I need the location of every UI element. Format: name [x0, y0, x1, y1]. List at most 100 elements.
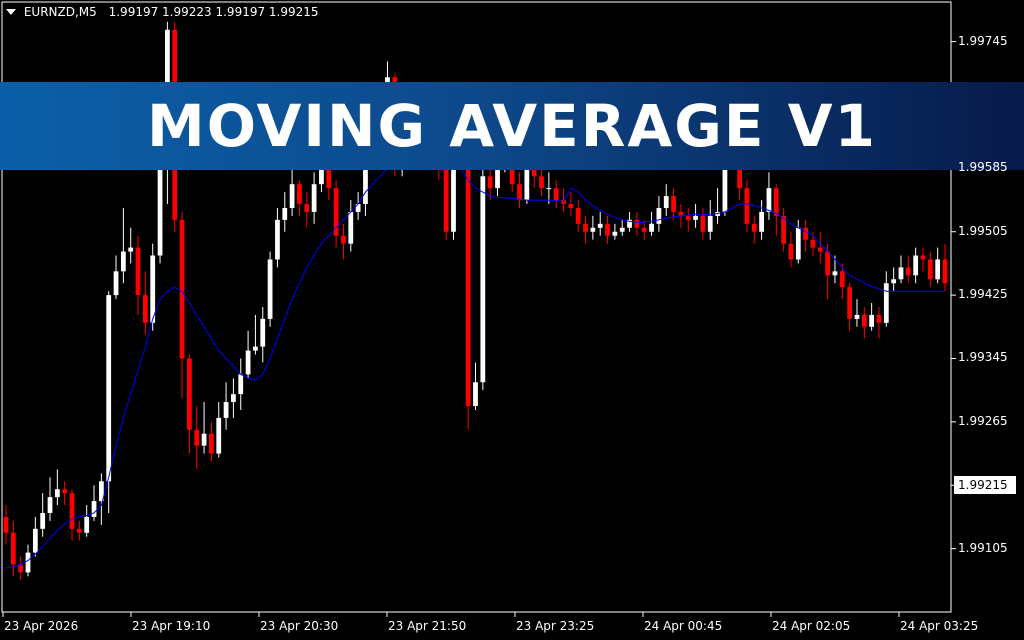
candle-body [685, 215, 691, 220]
time-tick-label: 23 Apr 19:10 [132, 619, 211, 633]
candle [847, 283, 853, 331]
candle [715, 188, 720, 224]
candle-body [443, 168, 449, 232]
candle [795, 219, 801, 264]
candle-body [333, 188, 339, 236]
candle-body [883, 283, 889, 323]
candle [700, 207, 706, 240]
time-tick-label: 23 Apr 2026 [4, 619, 79, 633]
candle-body [847, 287, 853, 319]
candle-body [47, 497, 53, 513]
candle [641, 219, 647, 240]
candle [634, 211, 640, 236]
candle [91, 485, 97, 521]
candle-body [612, 231, 618, 236]
candle-body [18, 564, 24, 573]
candle [781, 207, 786, 252]
candle [275, 207, 280, 268]
candle-body [693, 215, 698, 220]
candle-body [641, 227, 647, 232]
candle-body [891, 279, 897, 284]
candle [106, 291, 112, 513]
candle [707, 200, 713, 240]
candle [54, 469, 60, 506]
candle-body [326, 152, 332, 189]
candle-body [76, 528, 82, 533]
candle [3, 505, 9, 545]
candle [333, 180, 339, 248]
candle-body [839, 271, 845, 288]
candle [759, 200, 764, 240]
candle [40, 493, 46, 537]
candle-body [142, 295, 148, 323]
candle-body [231, 394, 236, 403]
candle [245, 330, 251, 379]
candle [751, 215, 757, 244]
candle [854, 299, 860, 327]
candle-body [106, 295, 112, 482]
candle-body [282, 207, 288, 220]
candle-body [128, 247, 134, 252]
candle-body [744, 188, 750, 224]
candle-body [187, 358, 192, 430]
candle [113, 255, 119, 300]
candle-body [194, 429, 200, 446]
candle [839, 263, 845, 300]
candle [605, 215, 610, 244]
collapse-triangle-icon[interactable] [6, 8, 16, 15]
candle [568, 192, 574, 216]
candle [179, 211, 185, 399]
candle-body [803, 227, 809, 240]
candle [473, 362, 478, 410]
candle [869, 303, 875, 331]
candle [231, 378, 236, 418]
candle-body [216, 417, 222, 454]
candle-body [898, 267, 904, 280]
candle-body [854, 314, 860, 319]
candle [788, 231, 794, 268]
candle-body [54, 489, 60, 498]
candle [766, 172, 772, 220]
candle [561, 188, 566, 212]
candle [10, 520, 16, 577]
candle [18, 556, 24, 581]
candle [98, 473, 104, 525]
candle-body [275, 219, 280, 260]
candle [216, 402, 222, 458]
candle-body [98, 481, 104, 502]
candle-body [810, 239, 816, 248]
time-tick-label: 23 Apr 20:30 [260, 619, 339, 633]
candle-body [656, 207, 662, 224]
candle [803, 219, 809, 252]
price-tick-label: 1.99745 [958, 33, 1008, 48]
candle-body [905, 267, 911, 276]
candle [546, 172, 552, 205]
candle [150, 243, 156, 331]
candle-body [737, 156, 742, 189]
candle [883, 271, 889, 327]
candle [348, 200, 354, 252]
candle-body [517, 184, 522, 201]
candle [443, 156, 449, 240]
candle-body [942, 259, 948, 284]
candle-body [253, 346, 258, 351]
candle-body [465, 144, 471, 407]
candle [685, 207, 691, 232]
candle-body [480, 176, 486, 383]
candle [861, 307, 867, 339]
candle [267, 251, 273, 327]
candle [671, 188, 676, 220]
candle-body [935, 259, 941, 280]
candle-body [751, 223, 757, 232]
candle [282, 192, 288, 232]
candle [891, 267, 897, 292]
candle-body [355, 204, 361, 212]
candle [465, 136, 471, 430]
candle-body [597, 223, 603, 228]
candle [583, 215, 588, 244]
moving-average-line [5, 153, 945, 569]
candle [260, 307, 266, 363]
candle-body [568, 204, 574, 208]
candle-body [201, 433, 207, 446]
candle-body [311, 184, 317, 212]
